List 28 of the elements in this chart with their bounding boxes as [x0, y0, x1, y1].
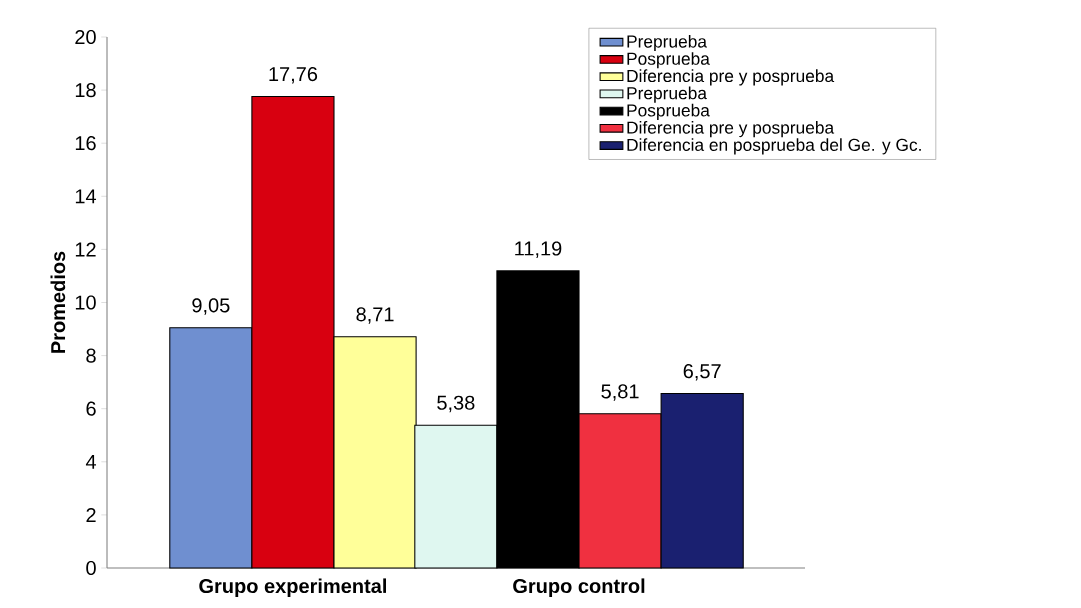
- y-tick-label: 20: [75, 29, 96, 45]
- y-tick-label: 4: [85, 454, 97, 469]
- y-tick-label: 10: [75, 295, 96, 310]
- x-tick-label: Grupo experimental: [199, 578, 386, 598]
- y-tick-label: 0: [86, 560, 96, 576]
- y-tick-label: 2: [86, 507, 96, 522]
- legend-label: Diferencia pre y posprueba: [627, 121, 835, 138]
- y-tick-label: 16: [75, 136, 96, 151]
- y-tick-label: 8: [86, 348, 96, 363]
- data-label: 5,38: [437, 395, 475, 413]
- y-tick-label: 6: [86, 401, 96, 416]
- y-tick-label: 14: [75, 189, 97, 204]
- legend-label: Preprueba: [627, 34, 707, 52]
- y-tick-label: 12: [75, 242, 96, 257]
- x-tick-label: Grupo control: [513, 578, 645, 598]
- legend-label: Preprueba: [627, 86, 707, 103]
- data-label: 9,05: [192, 298, 230, 315]
- data-label: 11,19: [515, 241, 562, 258]
- y-axis-title: Promedios: [50, 251, 66, 353]
- data-label: 6,57: [683, 364, 721, 381]
- legend-label: Posprueba: [627, 103, 710, 120]
- y-tick-label: 18: [75, 83, 96, 98]
- data-label: 5,81: [601, 384, 639, 401]
- legend-label: Diferencia en posprueba del Ge. y Gc.: [627, 138, 921, 155]
- legend-label: Diferencia pre y posprueba: [627, 69, 835, 86]
- data-label: 17,76: [269, 66, 318, 84]
- data-label: 8,71: [356, 307, 394, 324]
- legend-label: Posprueba: [627, 52, 710, 69]
